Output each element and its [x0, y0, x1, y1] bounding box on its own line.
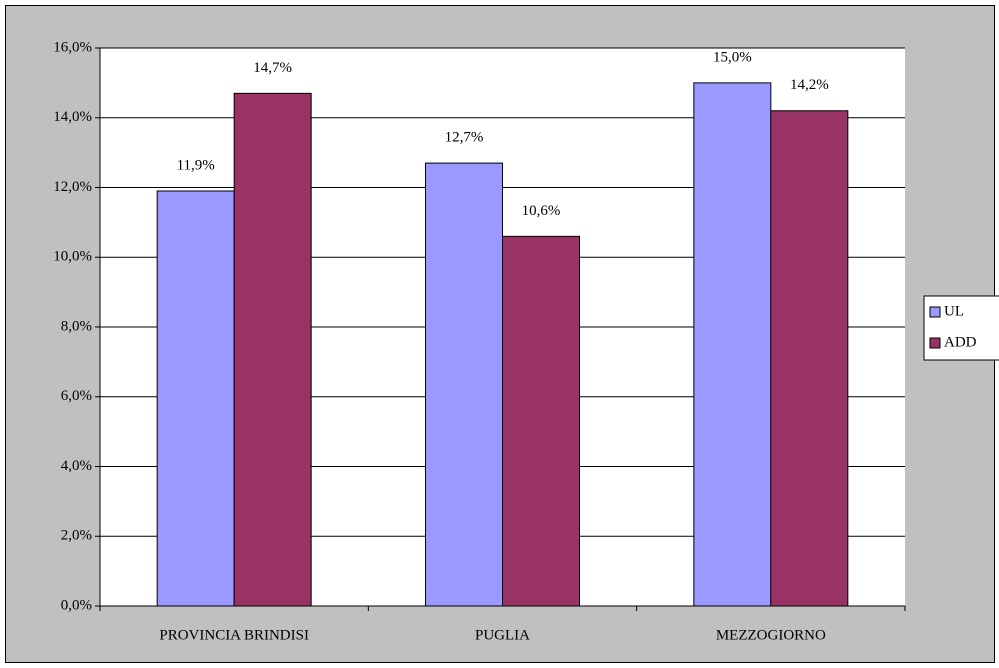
data-label: 10,6% — [522, 203, 561, 219]
data-label: 12,7% — [445, 130, 484, 146]
y-tick-label: 8,0% — [61, 318, 92, 334]
y-tick-label: 10,0% — [53, 249, 92, 265]
data-label: 15,0% — [713, 49, 752, 65]
x-tick-label: MEZZOGIORNO — [716, 627, 826, 643]
x-tick-label: PUGLIA — [475, 627, 530, 643]
bar — [502, 235, 580, 607]
y-tick-label: 4,0% — [61, 458, 92, 474]
bar — [156, 190, 235, 607]
legend-swatch — [929, 337, 941, 349]
bar — [233, 92, 312, 607]
y-tick-label: 12,0% — [53, 179, 92, 195]
data-label: 14,2% — [790, 77, 829, 93]
bar — [770, 110, 849, 607]
data-label: 14,7% — [253, 60, 292, 76]
legend-swatch — [929, 306, 941, 318]
bar — [425, 162, 503, 607]
bar — [693, 82, 772, 607]
x-tick-label: PROVINCIA BRINDISI — [159, 627, 309, 643]
y-tick-label: 14,0% — [53, 109, 92, 125]
y-tick-label: 6,0% — [61, 388, 92, 404]
legend-label: ADD — [944, 334, 977, 350]
y-tick-label: 2,0% — [61, 528, 92, 544]
y-tick-label: 16,0% — [53, 39, 92, 55]
legend-label: UL — [944, 303, 964, 319]
y-tick-label: 0,0% — [61, 597, 92, 613]
data-label: 11,9% — [177, 157, 215, 173]
